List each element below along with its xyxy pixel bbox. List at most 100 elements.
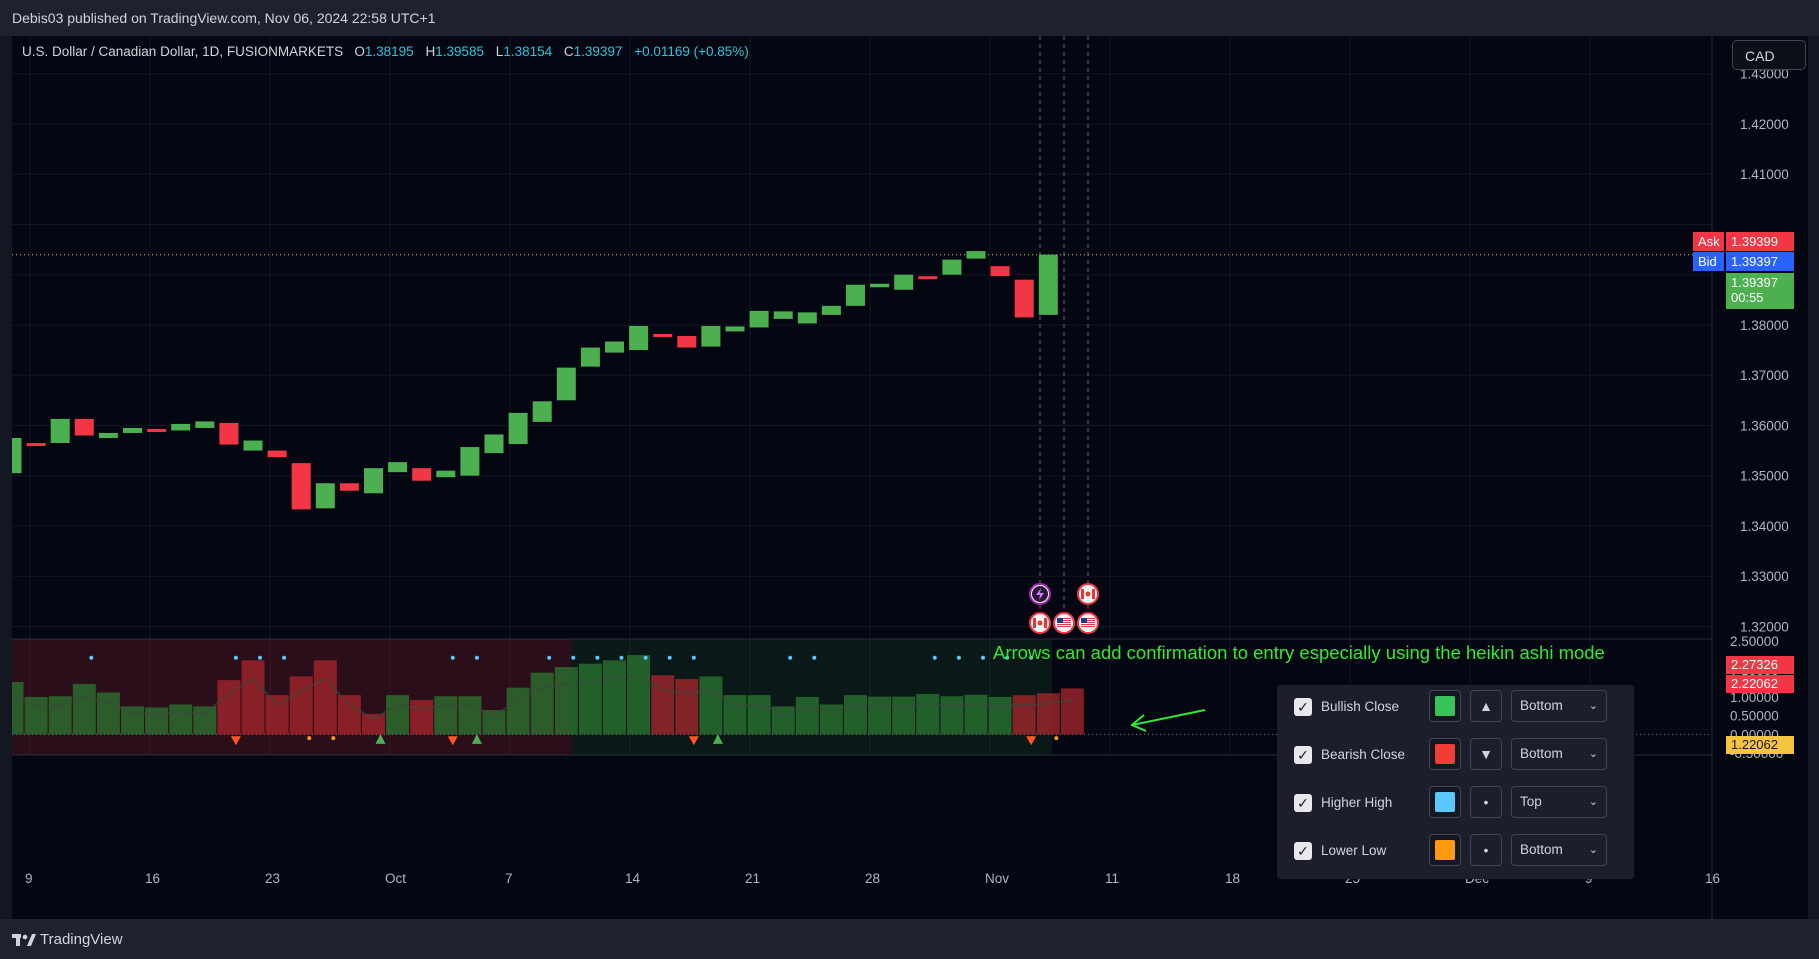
price-axis-label: 1.37000 [1740, 368, 1789, 383]
bearish-close-checkbox[interactable]: ✓ [1294, 746, 1312, 764]
bullish-close-checkbox[interactable]: ✓ [1294, 698, 1312, 716]
flag-stripe [1081, 624, 1095, 625]
osc-histogram-bar [265, 695, 289, 735]
low-value: 1.38154 [503, 44, 553, 59]
candle [1038, 254, 1058, 315]
higher-high-dot [691, 655, 696, 660]
high-value: 1.39585 [435, 44, 485, 59]
flag-canton [1081, 618, 1087, 623]
lower-low-dot [307, 736, 312, 741]
candle [605, 341, 624, 353]
time-axis-label: Oct [385, 871, 406, 886]
time-axis-label: 11 [1105, 871, 1119, 886]
dot-icon[interactable]: • [1470, 786, 1502, 818]
osc-value-tag-3: 1.22062 [1726, 736, 1794, 754]
candle [484, 434, 504, 454]
time-axis-label: 23 [265, 871, 280, 886]
chevron-down-icon: ⌄ [1588, 844, 1598, 856]
time-axis-label: 14 [625, 871, 641, 886]
price-axis-label: 1.41000 [1740, 167, 1789, 182]
candle [26, 443, 46, 447]
settings-panel: ✓ Bullish Close ▲ Bottom ⌄ ✓ Bearish Clos… [1277, 685, 1634, 879]
ask-label: Ask [1693, 232, 1724, 251]
higher-high-dot [643, 655, 648, 660]
price-axis-bg [1712, 36, 1808, 919]
low-label: L [495, 44, 504, 59]
osc-histogram-bar [362, 713, 385, 735]
candle [677, 335, 697, 348]
osc-histogram-bar [482, 710, 506, 735]
triangle-down-icon[interactable]: ▼ [1470, 738, 1502, 770]
tradingview-brand[interactable]: TradingView [40, 931, 123, 948]
candle [797, 312, 817, 324]
chart-canvas[interactable]: 1.43000 1.42000 1.41000 1.38000 1.37000 1.360… [12, 36, 1808, 919]
annotation-arrow-line [1131, 709, 1206, 726]
higher-high-dot [450, 655, 455, 660]
candle [291, 463, 311, 510]
bullish-close-arrow [375, 733, 386, 744]
osc-histogram-bar [819, 704, 843, 735]
higher-high-dot [981, 655, 985, 660]
price-axis-label: 1.33000 [1740, 569, 1789, 584]
higher-high-position-select[interactable]: Top ⌄ [1511, 786, 1607, 818]
lower-low-position-select[interactable]: Bottom ⌄ [1511, 834, 1607, 866]
publish-header: Debis03 published on TradingView.com, No… [0, 0, 1819, 36]
candle [870, 283, 890, 288]
bolt-shape [1036, 588, 1044, 600]
osc-histogram-bar [988, 697, 1012, 735]
bullish-close-color-swatch[interactable] [1429, 690, 1461, 722]
bearish-close-color-swatch[interactable] [1429, 738, 1461, 770]
tradingview-logo-icon[interactable] [12, 933, 36, 947]
lower-low-label: Lower Low [1321, 843, 1387, 858]
candle [653, 333, 673, 337]
osc-histogram-bar [410, 699, 434, 735]
currency-button[interactable]: CAD [1732, 40, 1806, 70]
candle [460, 447, 480, 476]
price-axis-label: 1.42000 [1740, 117, 1789, 132]
osc-value-tag-2: 2.22062 [1726, 675, 1794, 693]
price-axis-label: 1.34000 [1740, 519, 1789, 534]
higher-high-color-swatch[interactable] [1429, 786, 1461, 818]
osc-histogram-bar [313, 660, 337, 735]
osc-histogram-bar [193, 706, 217, 735]
higher-high-dot [258, 655, 262, 660]
higher-high-checkbox[interactable]: ✓ [1294, 794, 1312, 812]
osc-histogram-bar [145, 707, 169, 735]
candle [629, 325, 649, 351]
lower-low-checkbox[interactable]: ✓ [1294, 842, 1312, 860]
chart-area[interactable]: 1.43000 1.42000 1.41000 1.38000 1.37000 1.360… [12, 36, 1808, 919]
time-axis-label: 28 [865, 871, 880, 886]
lower-low-color-swatch[interactable] [1429, 834, 1461, 866]
bullish-close-arrow [712, 733, 723, 744]
lower-low-dot [331, 736, 336, 741]
canada-flag-icon [1077, 583, 1099, 605]
osc-histogram-bar [747, 695, 771, 735]
price-axis-label: 1.43000 [1740, 67, 1789, 82]
flag-stripe [1057, 620, 1071, 621]
osc-histogram-bar [12, 682, 24, 735]
bullish-close-position-select[interactable]: Bottom ⌄ [1511, 690, 1607, 722]
flag-stripe [1081, 620, 1095, 621]
dot-icon[interactable]: • [1470, 834, 1502, 866]
candle [195, 421, 215, 428]
bearish-close-position-select[interactable]: Bottom ⌄ [1511, 738, 1607, 770]
candle [243, 440, 263, 451]
osc-histogram-bar [1012, 695, 1036, 735]
candle [1014, 279, 1034, 318]
candle [267, 450, 287, 458]
triangle-up-icon[interactable]: ▲ [1470, 690, 1502, 722]
higher-high-dot [1005, 655, 1010, 660]
bid-label: Bid [1693, 252, 1724, 271]
open-label: O [354, 44, 365, 59]
osc-histogram-bar [1036, 693, 1060, 735]
flag-stripe [1057, 618, 1071, 619]
ask-value: 1.39399 [1726, 232, 1794, 251]
osc-axis-label: 2.50000 [1730, 634, 1779, 649]
time-axis-label: 9 [25, 871, 33, 886]
annotation-text: Arrows can add confirmation to entry esp… [993, 642, 1605, 663]
candle [12, 438, 22, 474]
close-value: 1.39397 [573, 44, 623, 59]
candle [894, 274, 914, 290]
open-value: 1.38195 [364, 44, 414, 59]
candle [942, 259, 962, 275]
